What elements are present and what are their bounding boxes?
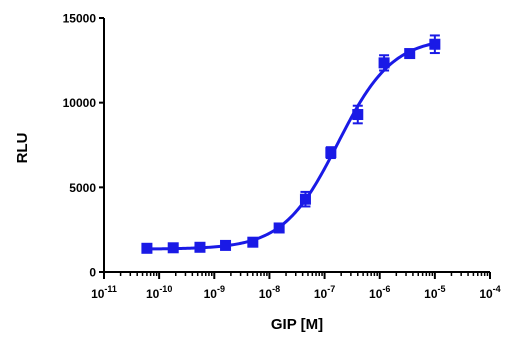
data-point bbox=[404, 48, 416, 60]
axes bbox=[103, 18, 490, 273]
x-tick-label: 10-10 bbox=[146, 284, 172, 301]
x-tick-label: 10-8 bbox=[259, 284, 280, 301]
data-point bbox=[273, 222, 285, 234]
x-axis-ticks bbox=[103, 272, 491, 279]
y-axis-ticks bbox=[99, 17, 104, 273]
y-tick-label: 5000 bbox=[69, 181, 96, 195]
y-tick-label: 15000 bbox=[63, 12, 97, 26]
data-point bbox=[141, 242, 153, 254]
data-point-layer bbox=[141, 38, 441, 254]
data-point bbox=[247, 236, 259, 248]
data-point bbox=[299, 193, 311, 205]
data-point bbox=[194, 241, 206, 253]
fit-curve-layer bbox=[146, 41, 436, 251]
x-axis-tick-labels: 10-11 10-10 10-9 10-8 10-7 10-6 10-5 10-4 bbox=[91, 284, 501, 301]
data-point bbox=[429, 38, 441, 50]
data-point bbox=[167, 242, 179, 254]
x-tick-label: 10-11 bbox=[91, 284, 117, 301]
data-point bbox=[352, 109, 364, 121]
data-point bbox=[325, 147, 337, 159]
error-bar-layer bbox=[300, 34, 440, 208]
y-axis-tick-labels: 0 5000 10000 15000 bbox=[63, 12, 97, 280]
y-tick-label: 10000 bbox=[63, 96, 97, 110]
data-point bbox=[378, 57, 390, 69]
data-point bbox=[220, 239, 232, 251]
y-tick-label: 0 bbox=[89, 266, 96, 280]
x-tick-label: 10-9 bbox=[204, 284, 225, 301]
y-axis-title: RLU bbox=[14, 133, 31, 164]
x-tick-label: 10-7 bbox=[314, 284, 335, 301]
x-axis-title: GIP [M] bbox=[271, 316, 323, 333]
x-tick-label: 10-5 bbox=[424, 284, 445, 301]
x-tick-label: 10-4 bbox=[479, 284, 500, 301]
fit-curve bbox=[146, 41, 436, 251]
x-tick-label: 10-6 bbox=[369, 284, 390, 301]
